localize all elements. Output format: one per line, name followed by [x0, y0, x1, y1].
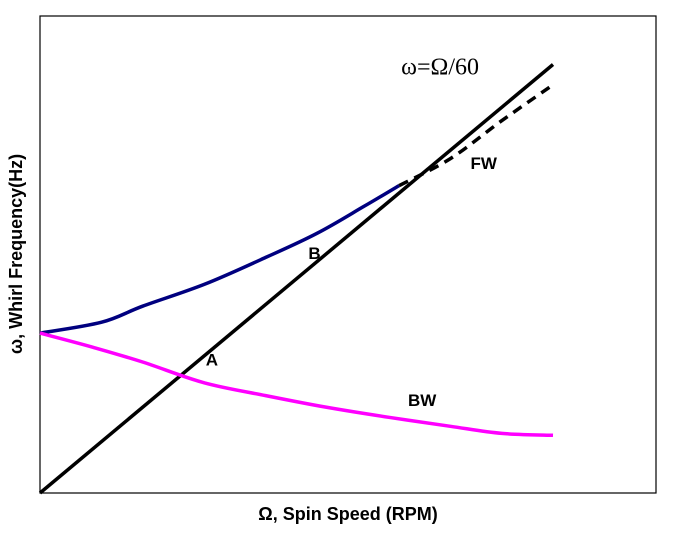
plot-frame: [39, 15, 657, 494]
annotation-layer: ω=Ω/60 FW B A BW: [206, 54, 498, 410]
annotation-a: A: [206, 350, 218, 369]
series-fw-line: [39, 184, 400, 335]
annotation-reference-equation: ω=Ω/60: [401, 54, 479, 80]
y-axis-label: ω, Whirl Frequency(Hz): [6, 154, 26, 354]
series-reference-line: [38, 63, 555, 495]
series-fw-dashed-line: [398, 83, 555, 188]
series-bw-line: [39, 331, 554, 438]
x-axis-label: Ω, Spin Speed (RPM): [258, 504, 437, 524]
annotation-b: B: [308, 244, 320, 263]
series-layer: [38, 63, 555, 495]
annotation-fw: FW: [470, 154, 497, 173]
annotation-bw: BW: [408, 391, 437, 410]
